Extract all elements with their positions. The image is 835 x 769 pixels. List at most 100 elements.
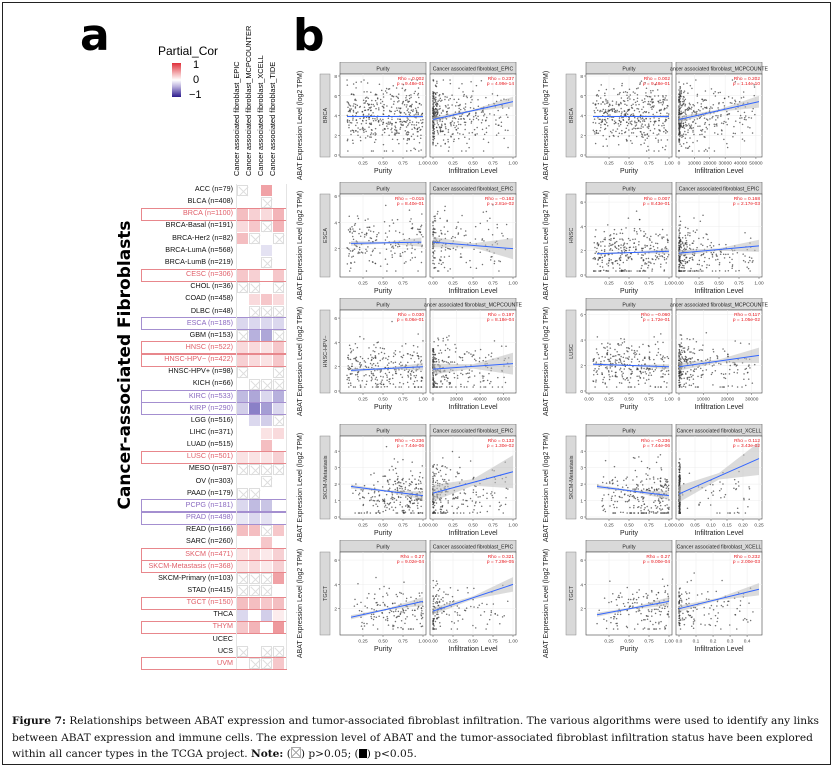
data-point	[735, 270, 737, 272]
heatmap-cell-nonsignificant	[261, 463, 272, 475]
data-point	[638, 127, 640, 130]
data-point	[413, 138, 415, 140]
data-point	[682, 143, 685, 145]
x-tick-label: 50000	[749, 161, 763, 167]
data-point	[418, 475, 421, 478]
data-point	[420, 355, 422, 358]
data-point	[398, 386, 400, 388]
data-point	[634, 386, 636, 388]
data-point	[666, 139, 669, 141]
data-point	[462, 91, 464, 93]
data-point	[376, 384, 378, 386]
data-point	[489, 259, 492, 261]
data-point	[432, 478, 434, 480]
data-point	[636, 97, 639, 99]
data-point	[692, 242, 694, 244]
data-point	[663, 360, 665, 363]
data-point	[396, 131, 398, 133]
data-point	[636, 118, 639, 120]
data-point	[638, 218, 641, 221]
rho-label: Rho = −0.060	[641, 312, 670, 318]
data-point	[667, 357, 670, 360]
x-tick-label: 1.00	[418, 523, 428, 529]
data-point	[597, 258, 600, 260]
heatmap-cell-nonsignificant	[273, 366, 284, 378]
data-point	[432, 79, 435, 81]
data-point	[629, 368, 631, 371]
data-point	[632, 91, 635, 93]
data-point	[349, 228, 352, 231]
data-point	[739, 121, 741, 124]
data-point	[631, 358, 633, 360]
x-tick-label: 0.00	[584, 397, 594, 403]
data-point	[473, 248, 475, 250]
data-point	[701, 128, 704, 131]
data-point	[482, 359, 484, 362]
x-tick-label: 20000	[721, 397, 735, 403]
data-points	[432, 79, 510, 152]
data-point	[643, 131, 645, 134]
scatter-plot-pair: ABAT Expression Level (log2 TPM) LUSC 0 2 4 6…	[538, 297, 786, 435]
data-point	[685, 360, 688, 362]
data-point	[359, 361, 361, 364]
data-point	[432, 93, 435, 95]
data-point	[474, 114, 477, 117]
data-point	[688, 107, 691, 109]
data-point	[369, 133, 372, 136]
data-point	[374, 382, 377, 385]
data-point	[709, 357, 712, 359]
data-point	[648, 367, 651, 370]
legend-tick-zero: 0	[193, 74, 200, 86]
data-point	[351, 235, 354, 238]
data-point	[680, 106, 682, 109]
data-point	[751, 382, 754, 384]
confidence-band	[679, 347, 759, 371]
data-point	[346, 263, 349, 265]
data-point	[440, 100, 442, 102]
data-point	[612, 262, 614, 264]
data-point	[396, 101, 399, 103]
data-point	[435, 473, 437, 475]
data-point	[627, 386, 630, 388]
data-point	[706, 119, 709, 121]
data-point	[436, 464, 438, 466]
data-point	[376, 118, 378, 120]
data-point	[606, 346, 608, 348]
data-point	[623, 368, 626, 370]
legend-tick-min: −1	[189, 89, 202, 101]
data-point	[348, 366, 351, 369]
data-point	[350, 351, 352, 354]
data-point	[466, 386, 468, 388]
data-point	[349, 358, 352, 361]
data-point	[442, 375, 444, 377]
data-point	[407, 386, 410, 388]
data-point	[658, 124, 660, 127]
data-point	[388, 380, 390, 383]
data-point	[373, 350, 376, 353]
data-point	[348, 270, 351, 272]
data-point	[723, 120, 725, 123]
data-point	[452, 498, 454, 500]
data-point	[660, 108, 662, 111]
data-point	[649, 244, 652, 247]
data-point	[362, 114, 365, 116]
data-point	[434, 108, 437, 110]
data-point	[454, 111, 457, 113]
data-point	[475, 84, 478, 87]
data-point	[470, 81, 472, 83]
data-point	[416, 79, 419, 81]
y-tick-label: 1	[580, 499, 583, 505]
data-point	[687, 346, 690, 348]
data-point	[464, 106, 467, 108]
data-point	[419, 480, 422, 483]
data-point	[593, 256, 596, 259]
data-point	[437, 111, 439, 113]
legend-colorbar	[172, 63, 181, 97]
data-point	[451, 505, 453, 508]
data-point	[410, 218, 412, 220]
data-point	[349, 121, 352, 124]
data-point	[454, 351, 457, 353]
heatmap-column-label: Cancer associated fibroblast_TIDE	[268, 61, 277, 176]
data-point	[682, 111, 685, 113]
data-point	[439, 349, 442, 352]
